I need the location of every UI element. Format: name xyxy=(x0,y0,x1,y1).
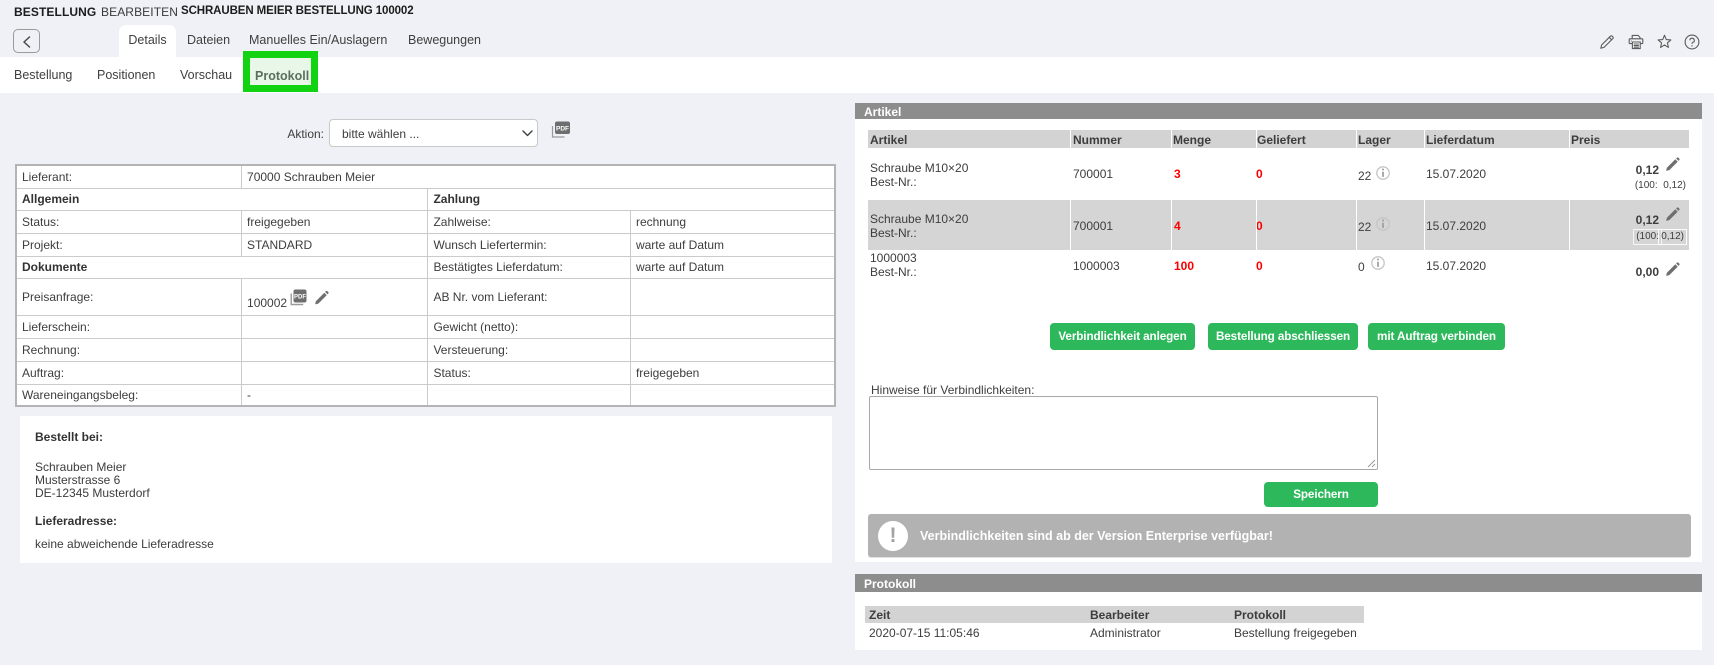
svg-text:PDF: PDF xyxy=(556,126,569,133)
svg-text:PDF: PDF xyxy=(294,294,306,300)
